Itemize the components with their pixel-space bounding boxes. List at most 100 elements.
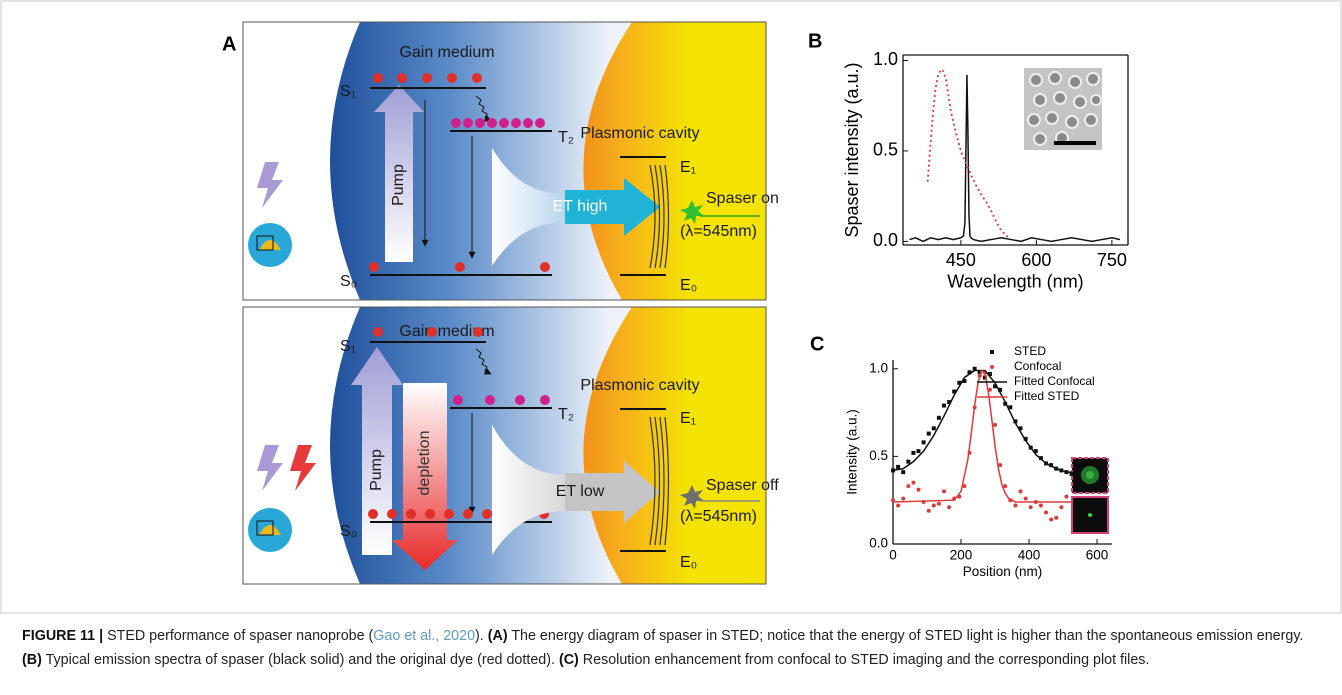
data-point: [916, 449, 921, 454]
legend-label: Fitted STED: [1014, 389, 1080, 403]
emission-star: [680, 200, 704, 224]
citation-link[interactable]: Gao et al., 2020: [373, 628, 476, 644]
pump-light-icon: [257, 445, 283, 491]
y-tick-label: 0.5: [869, 448, 888, 463]
wavelength-label: (λ=545nm): [680, 223, 757, 240]
series-line: [892, 369, 1072, 473]
data-point: [896, 464, 901, 469]
arrow-label: depletion: [416, 431, 433, 496]
energy-transfer: [492, 148, 565, 266]
arrow-label: Pump: [390, 164, 407, 206]
caption-text: ).: [475, 628, 484, 644]
legend-swatch: [990, 365, 994, 369]
figure-caption: FIGURE 11 | STED performance of spaser n…: [22, 624, 1322, 672]
arrow-label: ET low: [556, 483, 605, 500]
emission-star: [680, 485, 704, 509]
electrons: [369, 262, 550, 272]
level-label: S₀: [340, 523, 357, 540]
data-point: [901, 470, 906, 475]
data-point: [947, 505, 952, 510]
panel-label: A: [222, 33, 236, 55]
data-point: [952, 389, 957, 394]
data-point: [962, 484, 967, 489]
data-point: [982, 375, 987, 380]
x-tick-label: 750: [1097, 250, 1127, 270]
data-point: [911, 450, 916, 455]
data-point: [987, 372, 992, 377]
data-point: [942, 489, 947, 494]
nanoprobe-icon: [256, 520, 274, 536]
x-axis-label: Wavelength (nm): [947, 272, 1083, 292]
data-point: [931, 426, 936, 431]
diagram-frame: [242, 306, 767, 585]
chart: 0.0 0.5 1.0 450 600 750 Wavelength (nm) Spaser …: [808, 30, 1129, 292]
data-point: [926, 431, 931, 436]
y-tick-label: 1.0: [873, 49, 898, 69]
arrow-label: Pump: [368, 449, 385, 491]
caption-text: Resolution enhancement from confocal to …: [582, 652, 1150, 668]
diagram-bottom: Gain medium Pump depletion S₁ T₂ S₀ ET l…: [242, 306, 779, 585]
electrons: [373, 73, 482, 83]
level-label: E₁: [680, 159, 696, 176]
data-point: [936, 501, 941, 506]
y-tick-label: 1.0: [869, 360, 888, 375]
region-label: Gain medium: [399, 44, 494, 61]
sted-spot: [1088, 513, 1092, 517]
caption-text: Typical emission spectra of spaser (blac…: [45, 652, 555, 668]
y-tick-label: 0.0: [873, 230, 898, 250]
caption-text: The energy diagram of spaser in STED; no…: [511, 628, 1304, 644]
pump-arrow: [351, 347, 403, 555]
data-point: [1023, 436, 1028, 441]
data-point: [916, 487, 921, 492]
x-tick-label: 600: [1021, 250, 1051, 270]
chart: 0.0 0.5 1.0 0 200 400 600 Position (nm) Intensit…: [810, 333, 1112, 579]
scale-bar: [1054, 141, 1096, 145]
data-point: [947, 400, 952, 405]
panel-label: C: [810, 333, 824, 355]
data-point: [987, 387, 992, 392]
energy-transfer: [492, 425, 565, 555]
data-point: [998, 463, 1003, 468]
nanoprobe-icon: [259, 240, 281, 250]
state-label: Spaser on: [706, 190, 779, 207]
cavity-region: [583, 307, 766, 584]
data-point: [957, 380, 962, 385]
data-point: [926, 508, 931, 513]
pump-light-icon: [257, 162, 283, 208]
data-point: [1049, 463, 1054, 468]
x-tick-label: 450: [946, 250, 976, 270]
data-point: [921, 440, 926, 445]
series-line: [926, 68, 1010, 239]
electrons: [373, 327, 483, 337]
electrons: [451, 118, 545, 128]
nanoprobe-icon: [259, 525, 281, 535]
level-label: T₂: [558, 406, 574, 423]
x-tick-label: 600: [1086, 548, 1109, 563]
data-point: [906, 459, 911, 464]
caption-text: STED performance of spaser nanoprobe (: [107, 628, 374, 644]
legend-label: Fitted Confocal: [1014, 374, 1095, 388]
data-point: [911, 480, 916, 485]
level-label: T₂: [558, 129, 574, 146]
energy-transfer-arrow: [565, 461, 660, 523]
data-point: [1008, 405, 1013, 410]
data-point: [993, 422, 998, 427]
data-point: [936, 415, 941, 420]
data-point: [931, 503, 936, 508]
x-tick-label: 400: [1018, 548, 1041, 563]
relaxation-arrow: [475, 348, 492, 375]
data-point: [1044, 510, 1049, 515]
data-point: [977, 370, 982, 375]
region-label: Plasmonic cavity: [580, 377, 699, 394]
psf-insets: [1071, 457, 1109, 534]
nanoprobe-icon: [256, 235, 274, 251]
data-point: [1018, 489, 1023, 494]
data-point: [1054, 515, 1059, 520]
data-point: [1013, 419, 1018, 424]
level-label: S₁: [340, 338, 356, 355]
series-line: [909, 74, 1121, 243]
particles: [1027, 71, 1102, 146]
legend-label: STED: [1014, 344, 1046, 358]
region-label: Gain medium: [399, 323, 494, 340]
